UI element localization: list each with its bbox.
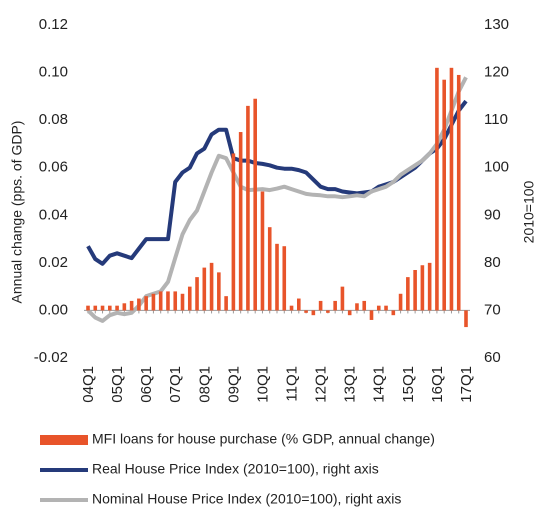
bar bbox=[442, 79, 446, 311]
bar bbox=[253, 98, 257, 311]
bar bbox=[318, 300, 323, 311]
bar bbox=[275, 243, 279, 311]
bar bbox=[427, 262, 432, 311]
bar bbox=[267, 227, 272, 311]
bar bbox=[238, 132, 243, 311]
bar bbox=[209, 262, 214, 311]
bar bbox=[224, 296, 228, 311]
y-tick-label: -0.02 bbox=[34, 349, 68, 366]
bar bbox=[384, 305, 388, 311]
x-tick-label: 04Q1 bbox=[80, 366, 97, 403]
x-tick-label: 12Q1 bbox=[313, 366, 330, 403]
y-tick-label: 0.08 bbox=[39, 111, 68, 128]
legend-swatch bbox=[40, 435, 88, 445]
bar bbox=[151, 293, 156, 311]
y-axis-label: Annual change (pps. of GDP) bbox=[9, 121, 25, 304]
line bbox=[86, 76, 468, 323]
bar bbox=[231, 153, 236, 311]
y-tick-label: 0.04 bbox=[39, 206, 68, 223]
x-tick-label: 08Q1 bbox=[196, 366, 213, 403]
x-tick-label: 17Q1 bbox=[458, 366, 475, 403]
y2-tick-label: 110 bbox=[484, 111, 508, 128]
y2-tick-label: 100 bbox=[484, 159, 509, 176]
bar bbox=[376, 305, 381, 311]
bar bbox=[456, 74, 461, 311]
bar bbox=[108, 305, 112, 311]
x-tick-label: 07Q1 bbox=[167, 366, 184, 403]
x-tick-label: 09Q1 bbox=[225, 366, 242, 403]
x-tick-label: 15Q1 bbox=[400, 366, 417, 403]
bar bbox=[333, 300, 337, 311]
y-tick-label: 0.10 bbox=[39, 64, 68, 81]
bar bbox=[100, 305, 105, 311]
x-tick-label: 11Q1 bbox=[284, 366, 301, 402]
bar bbox=[347, 310, 352, 316]
bar bbox=[122, 303, 127, 311]
bar bbox=[304, 310, 308, 313]
bar bbox=[158, 291, 163, 311]
bar bbox=[398, 293, 403, 311]
bar bbox=[115, 305, 119, 311]
bar bbox=[391, 310, 396, 316]
bar bbox=[464, 310, 468, 328]
bar bbox=[246, 105, 250, 311]
bar bbox=[93, 305, 98, 311]
y-tick-label: 0.00 bbox=[39, 301, 68, 318]
bar bbox=[187, 286, 192, 311]
bar bbox=[362, 300, 367, 311]
y-tick-label: 0.06 bbox=[39, 159, 68, 176]
bar bbox=[137, 298, 141, 311]
y-tick-label: 0.02 bbox=[39, 254, 68, 271]
bar bbox=[340, 286, 345, 311]
bar bbox=[326, 310, 330, 313]
bar bbox=[282, 246, 287, 311]
bar bbox=[413, 269, 417, 311]
bar bbox=[289, 305, 294, 311]
x-tick-label: 05Q1 bbox=[109, 366, 126, 403]
y-tick-label: 0.12 bbox=[39, 16, 68, 33]
x-tick-label: 16Q1 bbox=[429, 366, 446, 403]
bar bbox=[369, 310, 374, 320]
x-tick-label: 13Q1 bbox=[342, 366, 359, 403]
bar bbox=[180, 293, 185, 311]
legend-label: Nominal House Price Index (2010=100), ri… bbox=[92, 491, 401, 507]
bar bbox=[311, 310, 316, 316]
line bbox=[86, 99, 468, 266]
bar bbox=[217, 272, 221, 311]
bar bbox=[449, 67, 454, 311]
bar bbox=[406, 277, 410, 311]
y2-tick-label: 90 bbox=[484, 206, 501, 223]
bar bbox=[297, 298, 301, 311]
bar bbox=[195, 277, 199, 311]
bar bbox=[129, 300, 134, 311]
bar bbox=[420, 265, 425, 311]
y2-axis-label: 2010=100 bbox=[521, 180, 537, 243]
y2-tick-label: 80 bbox=[484, 254, 501, 271]
y2-tick-label: 70 bbox=[484, 301, 501, 318]
y2-tick-label: 130 bbox=[484, 16, 509, 33]
legend-label: MFI loans for house purchase (% GDP, ann… bbox=[92, 431, 435, 447]
bar bbox=[173, 291, 178, 311]
legend-label: Real House Price Index (2010=100), right… bbox=[92, 461, 379, 477]
bar bbox=[202, 267, 207, 311]
bar bbox=[86, 305, 90, 311]
bar bbox=[435, 67, 439, 311]
y2-tick-label: 120 bbox=[484, 64, 509, 81]
bar bbox=[355, 303, 359, 311]
y2-tick-label: 60 bbox=[484, 349, 501, 366]
bar bbox=[260, 191, 265, 311]
x-tick-label: 10Q1 bbox=[254, 366, 271, 403]
bar bbox=[166, 291, 170, 311]
x-tick-label: 06Q1 bbox=[138, 366, 155, 403]
bar bbox=[144, 296, 148, 311]
x-tick-label: 14Q1 bbox=[371, 366, 388, 403]
